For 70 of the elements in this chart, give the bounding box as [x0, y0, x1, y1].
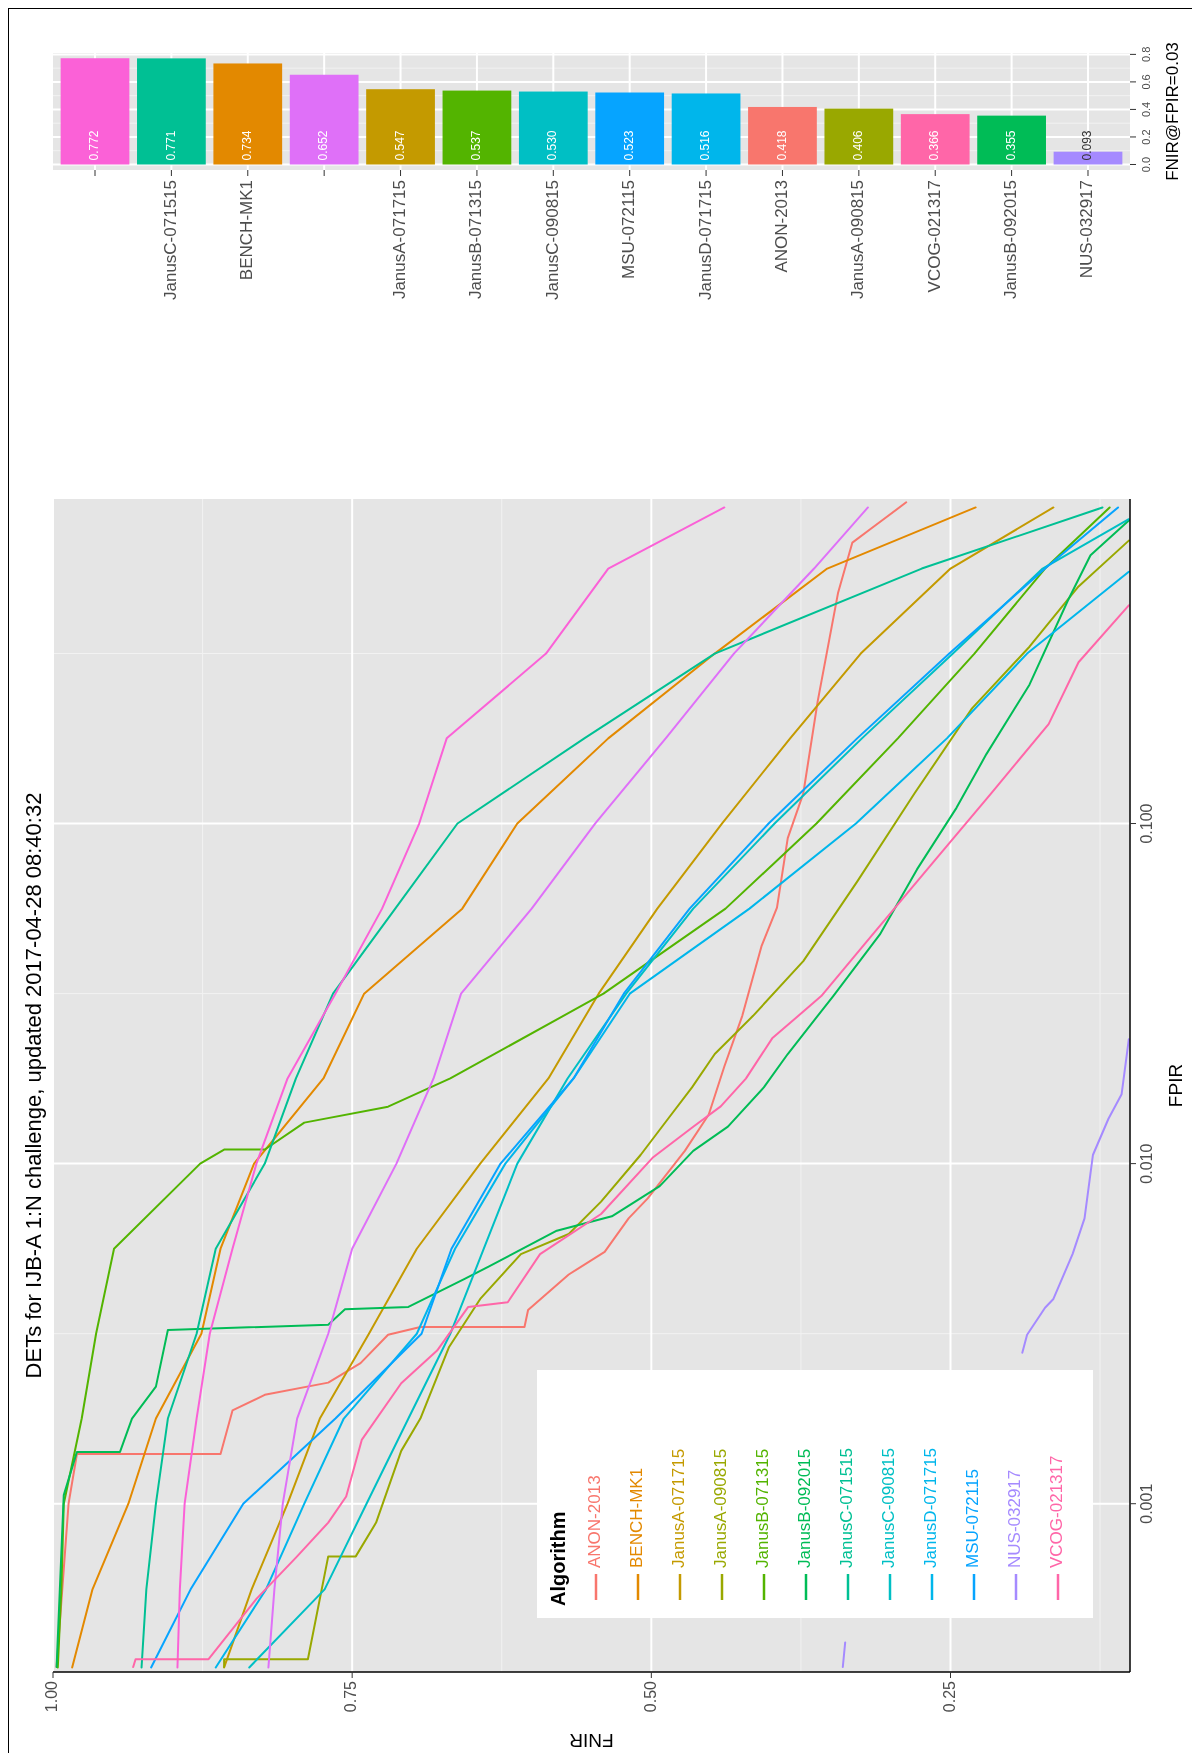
text: MSU-072115: [963, 1469, 983, 1568]
data-label: 0.406: [851, 130, 866, 161]
bar: [671, 93, 741, 165]
data-label: 0.366: [927, 130, 942, 161]
text: JanusA-090815: [711, 1448, 731, 1568]
data-label: 0.530: [545, 130, 560, 161]
data-label: 0.523: [621, 130, 636, 161]
text: JanusC-071515: [837, 1447, 857, 1568]
x-tick-label: 0.25: [940, 1680, 958, 1713]
line-series: [176, 506, 726, 1669]
data-label: 0.418: [774, 130, 789, 161]
y-axis-title: FPIR: [1165, 1063, 1186, 1108]
legend-title: Algorithm: [547, 1511, 569, 1606]
bar: [824, 108, 894, 165]
x-tick-label: 1.00: [43, 1680, 61, 1713]
bar: [137, 58, 206, 165]
text: JanusD-071715: [921, 1447, 941, 1568]
x-tick-label: ANON-2013: [771, 180, 791, 273]
text: JanusB-092015: [795, 1448, 815, 1568]
x-tick-label: VCOG-021317: [924, 180, 944, 293]
x-tick-label: JanusB-092015: [1001, 180, 1021, 300]
bar: [518, 91, 588, 165]
bar: [60, 58, 130, 165]
x-tick-label: JanusA-071715: [390, 180, 410, 300]
bar: [595, 92, 665, 165]
bar: [213, 63, 283, 165]
data-label: 0.516: [698, 130, 713, 161]
data-label: 0.355: [1003, 130, 1018, 161]
x-tick-label: JanusC-090815: [542, 180, 562, 301]
text: JanusC-090815: [879, 1447, 899, 1568]
text: JanusA-071715: [669, 1448, 689, 1568]
text: JanusB-071315: [753, 1448, 773, 1568]
data-label: 0.652: [316, 130, 331, 161]
data-label: 0.771: [163, 130, 178, 161]
bar: [289, 74, 359, 165]
text: NUS-032917: [1005, 1469, 1025, 1568]
y-tick-label: 0.2: [1140, 129, 1152, 145]
y-axis-title: FNIR@FPIR=0.03: [1163, 42, 1182, 181]
bar: [366, 89, 435, 165]
x-tick-label: JanusB-071315: [466, 180, 486, 300]
data-label: 0.772: [87, 130, 102, 161]
bar: [900, 114, 970, 165]
y-tick-label: 0.010: [1138, 1143, 1155, 1184]
y-tick-label: 0.100: [1138, 803, 1155, 844]
text: ANON-2013: [585, 1475, 605, 1568]
y-tick-label: 0.8: [1140, 46, 1152, 63]
x-tick-label: JanusC-071515: [160, 180, 180, 301]
x-tick-label: 0.75: [342, 1680, 360, 1713]
y-tick-label: 0.6: [1140, 74, 1152, 90]
x-axis-title: FNIR: [569, 1730, 614, 1751]
x-tick-label: NUS-032917: [1077, 180, 1097, 279]
x-tick-label: BENCH-MK1: [237, 180, 257, 281]
x-tick-label: MSU-072115: [619, 180, 639, 279]
x-tick-label: 0.50: [641, 1680, 659, 1713]
bar: [748, 106, 817, 165]
bar: [442, 90, 512, 165]
data-label: 0.734: [239, 130, 254, 161]
text: BENCH-MK1: [627, 1467, 647, 1568]
data-label: 0.537: [469, 130, 484, 161]
x-tick-label: JanusD-071715: [695, 180, 715, 301]
y-tick-label: 0.4: [1140, 101, 1152, 118]
line-series: [267, 506, 869, 1669]
y-tick-label: 0.001: [1138, 1483, 1155, 1524]
bar: [977, 115, 1046, 165]
text: DETs for IJB-A 1:N challenge, updated 2017-04-28 08:40:32: [21, 792, 46, 1379]
data-label: 0.093: [1080, 130, 1095, 161]
y-tick-label: 0.0: [1140, 156, 1152, 173]
x-tick-label: JanusA-090815: [848, 180, 868, 300]
data-label: 0.547: [392, 130, 407, 161]
text: VCOG-021317: [1047, 1455, 1067, 1568]
